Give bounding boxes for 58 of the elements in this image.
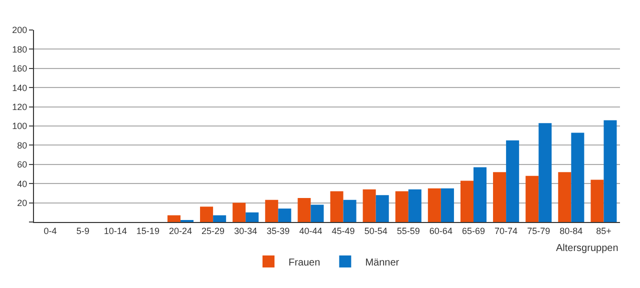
y-tick-label: 80: [17, 140, 28, 150]
bar: [538, 123, 552, 222]
bar: [298, 198, 311, 222]
bar: [246, 212, 259, 222]
bar: [232, 202, 246, 222]
x-tick-label: 25-29: [202, 226, 225, 236]
x-tick-label: 50-54: [364, 226, 388, 236]
bar: [200, 206, 214, 222]
x-axis-title: Altersgruppen: [556, 243, 618, 254]
bar: [343, 200, 356, 222]
y-tick-label: 160: [12, 64, 28, 74]
bar: [278, 208, 292, 222]
bar: [213, 215, 226, 222]
legend-label: Männer: [365, 257, 400, 268]
bar: [590, 180, 604, 222]
x-tick-label: 70-74: [494, 226, 518, 236]
x-tick-label: 85+: [596, 226, 612, 236]
x-tick-label: 60-64: [429, 226, 452, 236]
y-tick-label: 140: [12, 82, 28, 93]
bar: [440, 188, 454, 222]
y-tick-label: 100: [12, 121, 28, 132]
x-tick-label: 75-79: [527, 226, 550, 236]
y-tick-label: 20: [17, 198, 28, 208]
bar: [474, 167, 487, 222]
bar: [506, 140, 520, 222]
bar: [493, 172, 506, 222]
bar: [362, 189, 376, 222]
bar: [558, 172, 572, 222]
x-tick-label: 40-44: [299, 226, 322, 236]
x-tick-label: 20-24: [168, 226, 192, 236]
y-tick-label: 180: [12, 44, 28, 54]
x-tick-label: 65-69: [462, 226, 486, 236]
legend-label: Frauen: [288, 257, 320, 268]
y-tick-label: 60: [17, 160, 28, 170]
x-tick-label: 0-4: [44, 226, 57, 236]
x-tick-label: 80-84: [560, 226, 583, 236]
x-tick-label: 55-59: [396, 226, 420, 236]
y-tick-label: 40: [17, 178, 28, 189]
y-tick-label: 120: [12, 102, 28, 112]
bar: [408, 189, 422, 222]
bar: [604, 120, 617, 222]
x-tick-label: 15-19: [136, 226, 160, 236]
bar: [310, 204, 324, 222]
bar: [395, 191, 408, 222]
bar: [460, 180, 474, 222]
y-tick-label: 200: [12, 25, 28, 36]
bar: [167, 215, 180, 222]
bar: [330, 191, 344, 222]
x-tick-label: 5-9: [76, 226, 90, 236]
bar: [571, 132, 584, 222]
bar: [376, 195, 389, 222]
bar: [265, 200, 278, 222]
bar: [428, 188, 441, 222]
x-tick-label: 30-34: [234, 226, 258, 236]
x-tick-label: 45-49: [332, 226, 355, 236]
x-tick-label: 10-14: [104, 226, 127, 236]
bar: [526, 176, 539, 222]
x-tick-label: 35-39: [266, 226, 290, 236]
